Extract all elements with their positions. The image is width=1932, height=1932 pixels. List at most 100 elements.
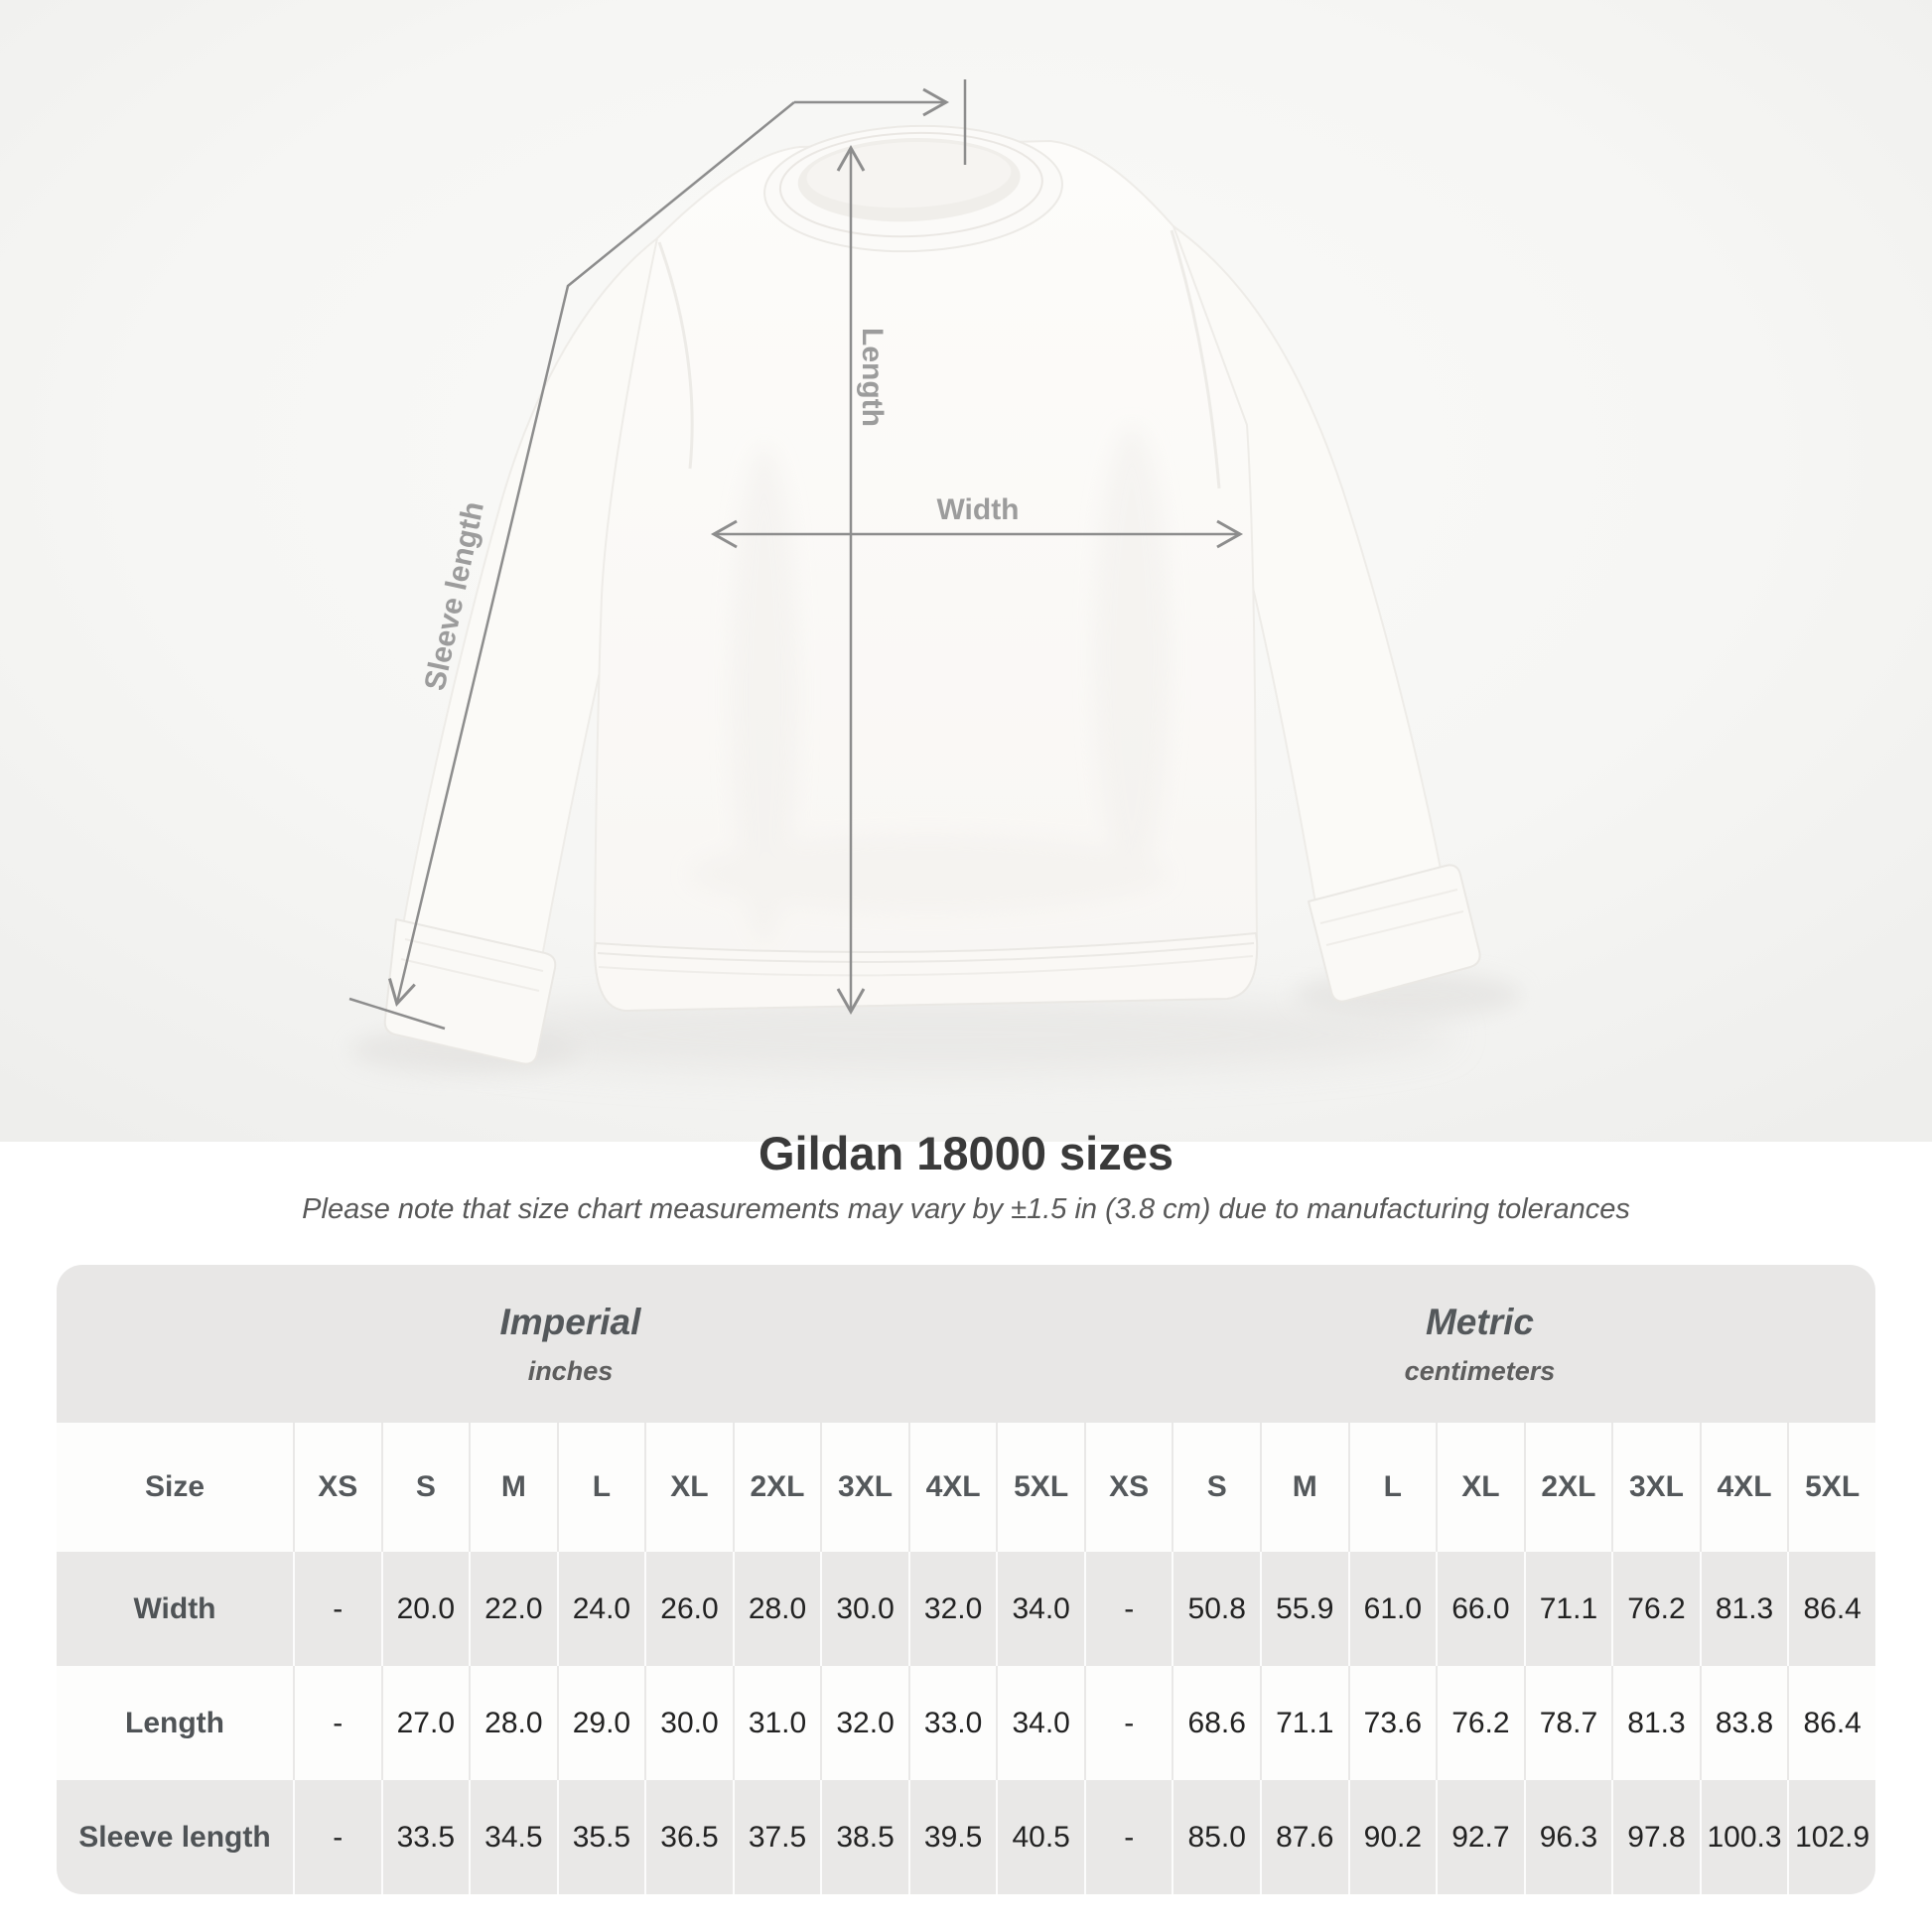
size-value-cell: 28.0 — [469, 1666, 557, 1780]
size-table-body: Size XS S M L XL 2XL 3XL 4XL 5XL XS S M L XL 2XL 3XL 4XL 5… — [57, 1423, 1875, 1894]
size-value-cell: 34.0 — [996, 1552, 1084, 1666]
sweatshirt-diagram: Length Width Sleeve length — [0, 0, 1932, 1142]
page-subtitle: Please note that size chart measurements… — [302, 1193, 1630, 1225]
size-value-cell: 39.5 — [907, 1780, 997, 1894]
imperial-sublabel: inches — [527, 1355, 614, 1386]
size-value-cell: - — [1083, 1666, 1173, 1780]
row-label: Length — [125, 1706, 224, 1739]
metric-label: Metric — [1425, 1301, 1534, 1342]
size-col-header-metric-xs: XS — [1083, 1423, 1173, 1552]
table-row-sleeve-length: Sleeve length -33.5 34.5 35.5 36.5 37.5 38.5 39… — [57, 1780, 1875, 1894]
size-value-cell: 35.5 — [556, 1780, 645, 1894]
hem-band — [594, 932, 1259, 1012]
size-value-cell: 22.0 — [469, 1552, 557, 1666]
left-cuff — [383, 918, 557, 1065]
size-value-cell: 86.4 — [1787, 1666, 1875, 1780]
size-value-cell: 81.3 — [1699, 1552, 1788, 1666]
size-value-cell: 61.0 — [1347, 1552, 1437, 1666]
size-value-cell: 30.0 — [644, 1666, 733, 1780]
size-table-container: Imperial inches Metric centimeters Size X… — [57, 1265, 1875, 1894]
imperial-group-header: Imperial inches — [57, 1265, 1084, 1423]
size-col-header-metric-s: S — [1172, 1423, 1260, 1552]
size-col-header-metric-2xl: 2XL — [1523, 1423, 1612, 1552]
size-value-cell: 33.5 — [380, 1780, 470, 1894]
size-value-cell: 34.0 — [996, 1666, 1084, 1780]
metric-group-header: Metric centimeters — [1083, 1265, 1875, 1423]
size-value-cell: 100.3 — [1699, 1780, 1788, 1894]
size-value-cell: 55.9 — [1260, 1552, 1348, 1666]
size-col-header-imperial-l: L — [556, 1423, 645, 1552]
size-col-header-imperial-xl: XL — [644, 1423, 733, 1552]
size-col-header-metric-xl: XL — [1436, 1423, 1524, 1552]
unit-group-row: Imperial inches Metric centimeters — [57, 1265, 1875, 1423]
size-header-row: Size XS S M L XL 2XL 3XL 4XL 5XL XS S M L XL 2XL 3XL 4XL 5… — [57, 1423, 1875, 1552]
size-col-header-metric-m: M — [1260, 1423, 1348, 1552]
size-value-cell: - — [293, 1666, 381, 1780]
size-col-header-metric-5xl: 5XL — [1787, 1423, 1875, 1552]
product-photo-area: Length Width Sleeve length — [0, 0, 1932, 1142]
size-value-cell: 78.7 — [1523, 1666, 1612, 1780]
size-value-cell: 33.0 — [907, 1666, 997, 1780]
size-column-label: Size — [144, 1470, 206, 1503]
size-value-cell: 81.3 — [1611, 1666, 1700, 1780]
size-value-cell: - — [1083, 1780, 1173, 1894]
table-row-width: Width -20.0 22.0 24.0 26.0 28.0 30.0 32.0 34.0-5… — [57, 1552, 1875, 1666]
size-col-header-metric-4xl: 4XL — [1699, 1423, 1788, 1552]
heading-block: Gildan 18000 sizes Please note that size… — [0, 1128, 1932, 1226]
size-value-cell: 71.1 — [1523, 1552, 1612, 1666]
size-value-cell: 73.6 — [1347, 1666, 1437, 1780]
size-value-cell: 31.0 — [732, 1666, 821, 1780]
size-value-cell: 97.8 — [1611, 1780, 1700, 1894]
size-col-header-imperial-5xl: 5XL — [996, 1423, 1084, 1552]
size-value-cell: 50.8 — [1172, 1552, 1260, 1666]
size-value-cell: 102.9 — [1787, 1780, 1875, 1894]
size-value-cell: 85.0 — [1172, 1780, 1260, 1894]
size-value-cell: - — [1083, 1552, 1173, 1666]
table-row-length: Length -27.0 28.0 29.0 30.0 31.0 32.0 33.0 34.0-… — [57, 1666, 1875, 1780]
size-value-cell: 86.4 — [1787, 1552, 1875, 1666]
right-armhole-seam — [1170, 229, 1221, 489]
size-col-header-imperial-2xl: 2XL — [732, 1423, 821, 1552]
size-col-header-imperial-s: S — [380, 1423, 470, 1552]
length-label: Length — [856, 328, 889, 427]
top-reference-arrow — [794, 79, 967, 165]
size-value-cell: 20.0 — [380, 1552, 470, 1666]
right-cuff — [1308, 864, 1481, 1003]
size-value-cell: 24.0 — [556, 1552, 645, 1666]
row-label: Width — [133, 1591, 216, 1625]
size-value-cell: 92.7 — [1436, 1780, 1524, 1894]
size-col-header-metric-3xl: 3XL — [1611, 1423, 1700, 1552]
size-value-cell: 32.0 — [820, 1666, 908, 1780]
size-value-cell: 96.3 — [1523, 1780, 1612, 1894]
size-value-cell: 36.5 — [644, 1780, 733, 1894]
size-value-cell: 29.0 — [556, 1666, 645, 1780]
size-value-cell: 76.2 — [1436, 1666, 1524, 1780]
size-value-cell: 30.0 — [820, 1552, 908, 1666]
size-value-cell: 40.5 — [996, 1780, 1084, 1894]
size-col-header-imperial-3xl: 3XL — [820, 1423, 908, 1552]
size-value-cell: 32.0 — [907, 1552, 997, 1666]
size-value-cell: 27.0 — [380, 1666, 470, 1780]
size-value-cell: 87.6 — [1260, 1780, 1348, 1894]
size-value-cell: - — [293, 1552, 381, 1666]
size-value-cell: 26.0 — [644, 1552, 733, 1666]
sleeve-length-arrow — [348, 101, 795, 1031]
size-value-cell: 90.2 — [1347, 1780, 1437, 1894]
row-label: Sleeve length — [78, 1820, 271, 1854]
metric-sublabel: centimeters — [1404, 1355, 1556, 1386]
size-col-header-imperial-m: M — [469, 1423, 557, 1552]
size-value-cell: 68.6 — [1172, 1666, 1260, 1780]
sweatshirt-illustration — [383, 124, 1481, 1065]
size-value-cell: 83.8 — [1699, 1666, 1788, 1780]
size-value-cell: 66.0 — [1436, 1552, 1524, 1666]
page-title: Gildan 18000 sizes — [758, 1127, 1174, 1179]
size-value-cell: 28.0 — [732, 1552, 821, 1666]
imperial-label: Imperial — [499, 1301, 641, 1342]
size-value-cell: 37.5 — [732, 1780, 821, 1894]
size-value-cell: - — [293, 1780, 381, 1894]
size-col-header-imperial-4xl: 4XL — [907, 1423, 997, 1552]
size-table: Imperial inches Metric centimeters Size X… — [57, 1265, 1875, 1894]
size-col-header-imperial-xs: XS — [293, 1423, 381, 1552]
width-label: Width — [936, 493, 1019, 526]
